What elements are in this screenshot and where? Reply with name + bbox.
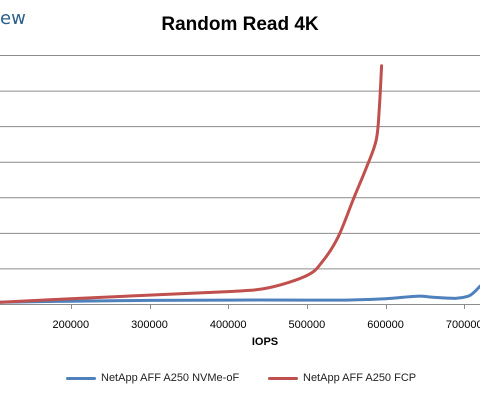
series-line-0 <box>0 284 480 304</box>
x-tick-label-0: 200000 <box>52 319 89 331</box>
legend-item-nvme: NetApp AFF A250 NVMe-oF <box>66 372 239 384</box>
x-tick-label-2: 400000 <box>210 319 247 331</box>
legend-label-nvme: NetApp AFF A250 NVMe-oF <box>101 372 240 384</box>
series-line-1 <box>0 64 384 304</box>
x-tick-label-5: 700000 <box>446 319 480 331</box>
legend-label-fcp: NetApp AFF A250 FCP <box>303 372 417 384</box>
legend-swatch-fcp <box>268 376 298 380</box>
x-tick-label-3: 500000 <box>289 319 326 331</box>
legend-swatch-nvme <box>66 376 96 380</box>
legend-item-fcp: NetApp AFF A250 FCP <box>268 372 416 384</box>
x-axis <box>0 304 480 309</box>
x-axis-title: IOPS <box>251 336 279 348</box>
grid-lines <box>0 55 480 270</box>
x-tick-labels: 200000 300000 400000 500000 600000 700000 <box>52 319 480 331</box>
chart-title: Random Read 4K <box>161 14 319 35</box>
legend: NetApp AFF A250 NVMe-oF NetApp AFF A250 … <box>0 372 480 388</box>
series-lines <box>0 64 480 304</box>
x-tick-label-4: 600000 <box>367 319 404 331</box>
x-tick-label-1: 300000 <box>131 319 168 331</box>
brand-text-fragment: ew <box>0 8 26 29</box>
